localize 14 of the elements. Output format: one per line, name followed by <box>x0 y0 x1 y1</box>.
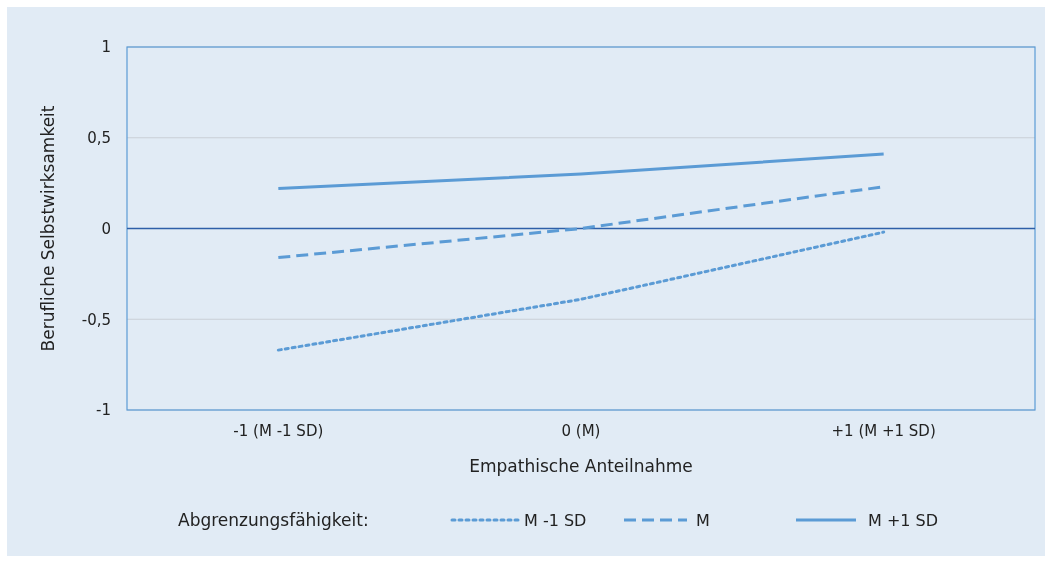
legend-label: M <box>696 510 710 530</box>
x-tick-label: 0 (M) <box>561 422 601 440</box>
legend-title: Abgrenzungsfähigkeit: <box>178 509 369 530</box>
y-tick-label: -1 <box>96 401 111 420</box>
y-tick-label: 0,5 <box>87 129 111 147</box>
y-axis-title: Berufliche Selbstwirksamkeit <box>38 105 58 352</box>
legend-label: M +1 SD <box>868 510 939 530</box>
y-tick-label: 1 <box>101 38 111 57</box>
y-tick-label: 0 <box>101 219 111 238</box>
y-tick-label: -0,5 <box>81 310 111 329</box>
x-tick-label: -1 (M -1 SD) <box>233 422 324 440</box>
legend-label: M -1 SD <box>524 510 587 530</box>
x-tick-label: +1 (M +1 SD) <box>831 422 936 440</box>
x-axis-title: Empathische Anteilnahme <box>469 456 693 476</box>
